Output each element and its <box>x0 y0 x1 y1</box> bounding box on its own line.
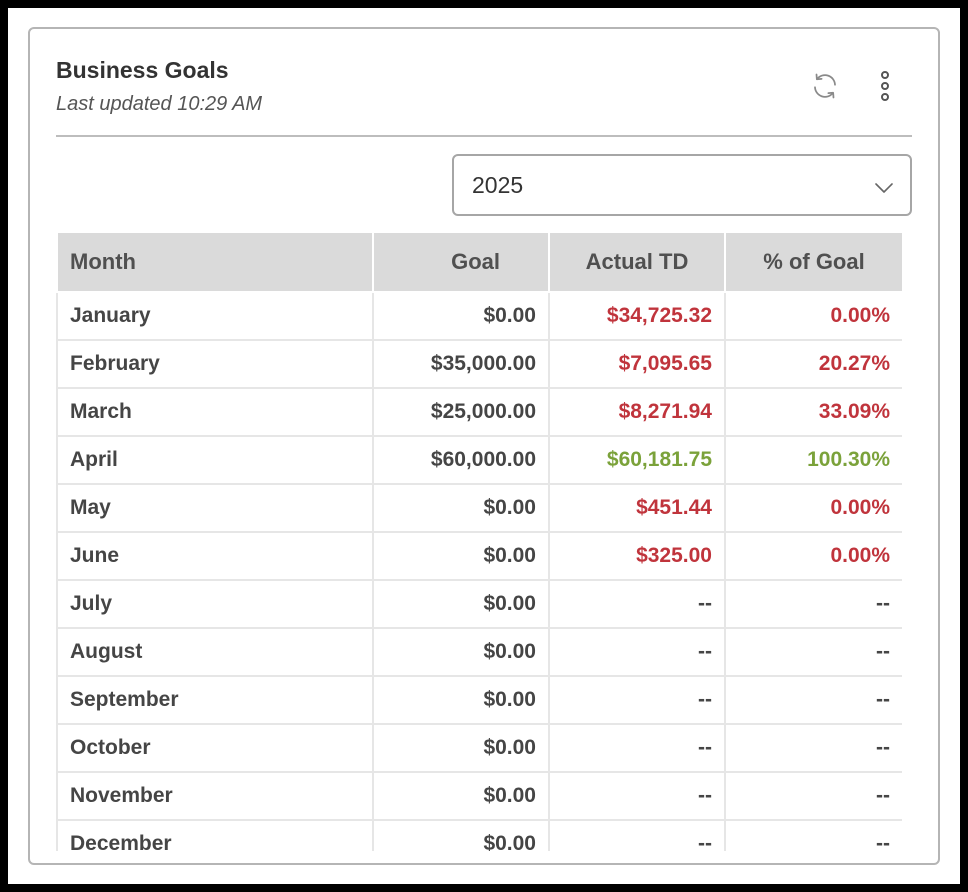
month-cell: June <box>56 531 374 581</box>
goal-cell: $0.00 <box>372 531 550 581</box>
goals-table-container[interactable]: Month Goal Actual TD % of Goal January $0… <box>56 231 902 851</box>
table-row: February $35,000.00 $7,095.65 20.27% <box>56 339 902 389</box>
table-row: December $0.00 -- -- <box>56 819 902 851</box>
goal-cell: $35,000.00 <box>372 339 550 389</box>
actual-td-cell: $34,725.32 <box>548 291 726 341</box>
goal-cell: $0.00 <box>372 579 550 629</box>
actual-td-cell: $60,181.75 <box>548 435 726 485</box>
year-select-value: 2025 <box>472 172 524 198</box>
column-header-month[interactable]: Month <box>56 231 374 293</box>
table-row: August $0.00 -- -- <box>56 627 902 677</box>
percent-of-goal-cell: 0.00% <box>724 483 902 533</box>
refresh-icon <box>814 73 836 99</box>
percent-of-goal-cell: 0.00% <box>724 531 902 581</box>
month-cell: August <box>56 627 374 677</box>
percent-of-goal-cell: 20.27% <box>724 339 902 389</box>
table-row: January $0.00 $34,725.32 0.00% <box>56 291 902 341</box>
goal-cell: $0.00 <box>372 723 550 773</box>
percent-of-goal-cell: -- <box>724 579 902 629</box>
month-cell: April <box>56 435 374 485</box>
table-row: July $0.00 -- -- <box>56 579 902 629</box>
month-cell: December <box>56 819 374 851</box>
month-cell: November <box>56 771 374 821</box>
year-select[interactable]: 2025 <box>452 154 912 216</box>
goal-cell: $0.00 <box>372 675 550 725</box>
table-row: May $0.00 $451.44 0.00% <box>56 483 902 533</box>
card-title: Business Goals <box>56 57 229 83</box>
percent-of-goal-cell: 33.09% <box>724 387 902 437</box>
table-row: March $25,000.00 $8,271.94 33.09% <box>56 387 902 437</box>
actual-td-cell: -- <box>548 771 726 821</box>
month-cell: September <box>56 675 374 725</box>
goal-cell: $60,000.00 <box>372 435 550 485</box>
goal-cell: $0.00 <box>372 819 550 851</box>
month-cell: February <box>56 339 374 389</box>
last-updated-text: Last updated 10:29 AM <box>56 93 263 115</box>
month-cell: May <box>56 483 374 533</box>
actual-td-cell: $451.44 <box>548 483 726 533</box>
more-vertical-icon <box>881 71 889 101</box>
goal-cell: $0.00 <box>372 291 550 341</box>
percent-of-goal-cell: 0.00% <box>724 291 902 341</box>
actual-td-cell: -- <box>548 819 726 851</box>
percent-of-goal-cell: -- <box>724 771 902 821</box>
actual-td-cell: -- <box>548 723 726 773</box>
month-cell: October <box>56 723 374 773</box>
table-row: April $60,000.00 $60,181.75 100.30% <box>56 435 902 485</box>
actual-td-cell: $8,271.94 <box>548 387 726 437</box>
table-body: January $0.00 $34,725.32 0.00% February $35,0… <box>56 291 902 851</box>
actual-td-cell: -- <box>548 579 726 629</box>
table-header-row: Month Goal Actual TD % of Goal <box>56 231 902 293</box>
table-row: October $0.00 -- -- <box>56 723 902 773</box>
goal-cell: $0.00 <box>372 483 550 533</box>
actual-td-cell: $7,095.65 <box>548 339 726 389</box>
refresh-button[interactable] <box>808 69 842 103</box>
month-cell: July <box>56 579 374 629</box>
table-row: June $0.00 $325.00 0.00% <box>56 531 902 581</box>
actual-td-cell: -- <box>548 675 726 725</box>
goal-cell: $0.00 <box>372 627 550 677</box>
goals-table: Month Goal Actual TD % of Goal January $0… <box>56 231 902 851</box>
goal-cell: $25,000.00 <box>372 387 550 437</box>
column-header-percent-of-goal[interactable]: % of Goal <box>724 231 902 293</box>
column-header-actual-td[interactable]: Actual TD <box>548 231 726 293</box>
column-header-goal[interactable]: Goal <box>372 231 550 293</box>
actual-td-cell: -- <box>548 627 726 677</box>
table-row: September $0.00 -- -- <box>56 675 902 725</box>
month-cell: March <box>56 387 374 437</box>
month-cell: January <box>56 291 374 341</box>
more-options-button[interactable] <box>870 69 900 103</box>
actual-td-cell: $325.00 <box>548 531 726 581</box>
percent-of-goal-cell: -- <box>724 723 902 773</box>
percent-of-goal-cell: -- <box>724 819 902 851</box>
chevron-down-icon <box>875 183 893 193</box>
percent-of-goal-cell: 100.30% <box>724 435 902 485</box>
header-divider <box>56 135 912 137</box>
table-row: November $0.00 -- -- <box>56 771 902 821</box>
business-goals-card: Business Goals Last updated 10:29 AM 202… <box>28 27 940 865</box>
percent-of-goal-cell: -- <box>724 675 902 725</box>
goal-cell: $0.00 <box>372 771 550 821</box>
percent-of-goal-cell: -- <box>724 627 902 677</box>
